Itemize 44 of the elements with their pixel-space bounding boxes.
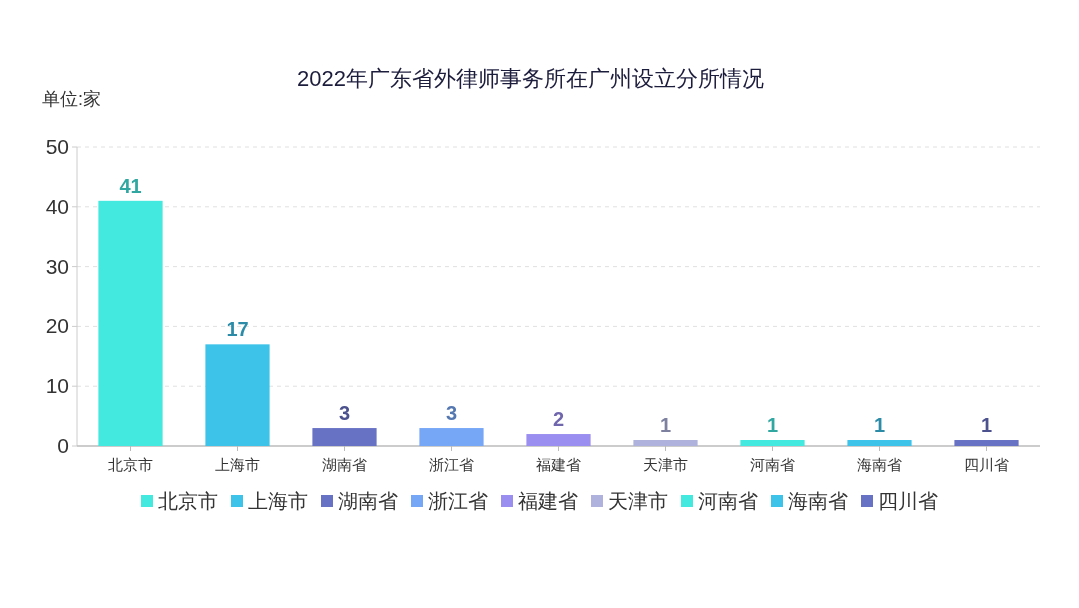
ytick: 10 [45,374,69,398]
legend-label: 海南省 [788,490,848,512]
xtick: 北京市 [108,456,153,473]
xtick: 天津市 [643,456,688,473]
xtick: 四川省 [964,456,1009,473]
ytick: 0 [57,434,69,457]
data-label: 1 [766,414,779,436]
data-label: 3 [338,402,351,425]
legend: 海南省 [771,490,848,512]
legend-label: 湖南省 [338,490,398,512]
ytick: 20 [45,314,69,338]
legend: 湖南省 [321,490,398,512]
legend: 北京市 [141,490,218,512]
ylabel: 单位:家 [42,89,101,109]
legend: 四川省 [861,490,938,512]
ytick: 30 [45,254,69,278]
legend-label: 河南省 [698,490,758,512]
ytick: 50 [45,135,69,158]
legend-label: 福建省 [518,490,578,512]
legend: 天津市 [591,490,668,512]
legend-label: 天津市 [608,490,668,512]
xtick: 海南省 [857,456,902,473]
legend-label: 上海市 [248,490,308,512]
xtick: 上海市 [215,456,260,473]
legend: 上海市 [231,490,308,512]
legend: 福建省 [501,490,578,512]
data-label: 1 [873,414,886,436]
data-label: 2 [552,408,565,431]
data-label: 1 [980,414,993,436]
data-label: 1 [659,414,672,436]
legend: 河南省 [681,490,758,512]
xtick: 福建省 [536,456,581,473]
legend-label: 浙江省 [428,490,488,512]
xtick: 河南省 [750,456,795,473]
data-label: 17 [226,318,249,341]
data-label: 41 [119,174,142,197]
legend-label: 北京市 [158,490,218,512]
legend: 浙江省 [411,490,488,512]
data-label: 3 [445,402,458,425]
xtick: 浙江省 [429,456,474,473]
ytick: 40 [45,194,69,218]
xtick: 湖南省 [322,456,367,473]
title: 2022年广东省外律师事务所在广州设立分所情况 [297,66,764,91]
legend-label: 四川省 [878,490,938,512]
